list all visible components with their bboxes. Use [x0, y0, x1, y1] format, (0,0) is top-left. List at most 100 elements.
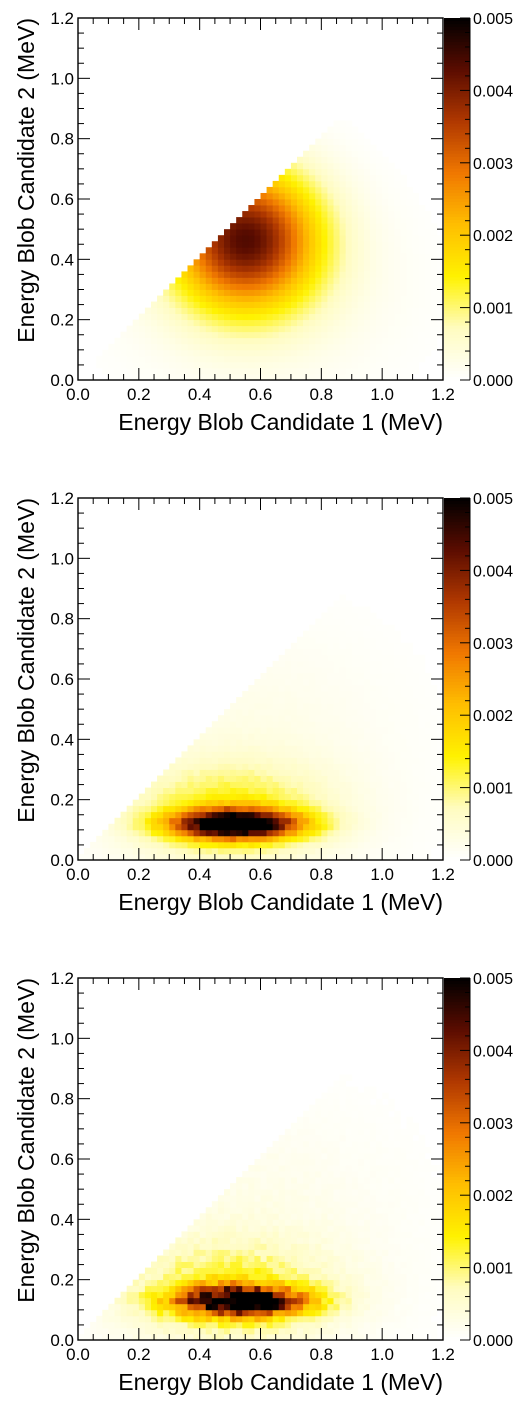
heatmap-cell — [315, 769, 322, 776]
heatmap-cell — [345, 295, 353, 302]
heatmap-cell — [224, 331, 231, 339]
heatmap-cell — [254, 319, 261, 327]
heatmap-cell — [211, 271, 219, 278]
heatmap-cell — [406, 325, 413, 333]
heatmap-cell — [236, 259, 243, 266]
heatmap-cell — [357, 1134, 365, 1142]
heatmap-cell — [436, 313, 444, 321]
heatmap-cell — [394, 672, 401, 680]
heatmap-cell — [211, 313, 219, 321]
heatmap-cell — [144, 829, 152, 837]
heatmap-cell — [224, 1213, 231, 1220]
heatmap-cell — [363, 630, 371, 638]
heatmap-cell — [357, 1146, 365, 1154]
heatmap-cell — [205, 1285, 213, 1293]
heatmap-cell — [224, 289, 231, 296]
heatmap-cell — [132, 799, 140, 807]
heatmap-cell — [254, 1201, 261, 1208]
heatmap-cell — [363, 235, 371, 242]
heatmap-cell — [297, 703, 304, 710]
heatmap-cell — [163, 1327, 170, 1335]
heatmap-cell — [303, 1327, 310, 1335]
heatmap-cell — [327, 337, 334, 345]
heatmap-cell — [321, 630, 328, 638]
heatmap-cell — [345, 811, 353, 819]
heatmap-cell — [357, 205, 365, 212]
heatmap-cell — [376, 787, 383, 795]
heatmap-cell — [224, 1195, 231, 1202]
heatmap-cell — [418, 745, 426, 752]
colorbar-segment — [444, 645, 470, 650]
heatmap-cell — [303, 1303, 310, 1311]
heatmap-cell — [436, 829, 444, 837]
heatmap-cell — [333, 349, 340, 357]
heatmap-cell — [388, 307, 395, 315]
heatmap-cell — [236, 307, 243, 315]
heatmap-cell — [260, 703, 267, 710]
heatmap-cell — [205, 847, 213, 855]
heatmap-cell — [254, 271, 261, 278]
heatmap-cell — [370, 1152, 377, 1160]
heatmap-cell — [436, 769, 444, 776]
heatmap-cell — [363, 1122, 371, 1130]
heatmap-cell — [309, 823, 316, 831]
heatmap-cell — [345, 823, 353, 831]
heatmap-cell — [266, 186, 274, 194]
heatmap-cell — [284, 1237, 292, 1244]
heatmap-cell — [254, 1159, 261, 1166]
heatmap-cell — [333, 685, 340, 692]
heatmap-cell — [260, 1219, 267, 1226]
heatmap-cell — [327, 1333, 334, 1341]
heatmap-cell — [333, 691, 340, 698]
heatmap-cell — [412, 235, 420, 242]
heatmap-cell — [303, 769, 310, 776]
heatmap-cell — [175, 1249, 182, 1256]
heatmap-cell — [205, 1207, 213, 1214]
heatmap-cell — [248, 709, 255, 716]
heatmap-cell — [272, 1321, 280, 1329]
heatmap-cell — [339, 1152, 347, 1160]
heatmap-cell — [382, 1261, 389, 1268]
heatmap-cell — [181, 1273, 188, 1281]
colorbar-tick-label: 0.004 — [473, 563, 513, 580]
heatmap-cell — [412, 313, 420, 321]
heatmap-cell — [242, 1243, 249, 1250]
heatmap-cell — [309, 642, 316, 650]
heatmap-cell — [120, 829, 128, 837]
heatmap-cell — [309, 1243, 316, 1250]
heatmap-cell — [205, 259, 213, 266]
heatmap-cell — [260, 1152, 267, 1160]
heatmap-cell — [217, 301, 225, 308]
heatmap-cell — [254, 727, 261, 734]
heatmap-cell — [297, 1267, 304, 1275]
heatmap-cell — [303, 1134, 310, 1142]
heatmap-cell — [321, 144, 328, 152]
heatmap-cell — [278, 325, 286, 333]
heatmap-cell — [388, 247, 395, 254]
heatmap-cell — [321, 666, 328, 674]
heatmap-cell — [333, 168, 340, 176]
heatmap-cell — [248, 787, 255, 795]
heatmap-cell — [357, 1152, 365, 1160]
heatmap-cell — [211, 1315, 219, 1323]
heatmap-cell — [339, 1333, 347, 1341]
heatmap-cell — [181, 799, 188, 807]
heatmap-cell — [217, 1291, 225, 1299]
heatmap-cell — [297, 709, 304, 716]
heatmap-cell — [272, 685, 280, 692]
heatmap-cell — [211, 841, 219, 849]
heatmap-cell — [363, 739, 371, 746]
heatmap-cell — [266, 277, 274, 284]
heatmap-cell — [345, 1104, 353, 1112]
heatmap-cell — [138, 367, 146, 375]
heatmap-cell — [211, 1327, 219, 1335]
heatmap-cell — [284, 1201, 292, 1208]
heatmap-cell — [187, 811, 194, 819]
heatmap-cell — [254, 715, 261, 722]
heatmap-cell — [430, 697, 438, 704]
heatmap-cell — [290, 1327, 298, 1335]
heatmap-cell — [284, 247, 292, 254]
heatmap-cell — [370, 703, 377, 710]
heatmap-cell — [284, 1309, 292, 1317]
heatmap-cell — [217, 253, 225, 260]
